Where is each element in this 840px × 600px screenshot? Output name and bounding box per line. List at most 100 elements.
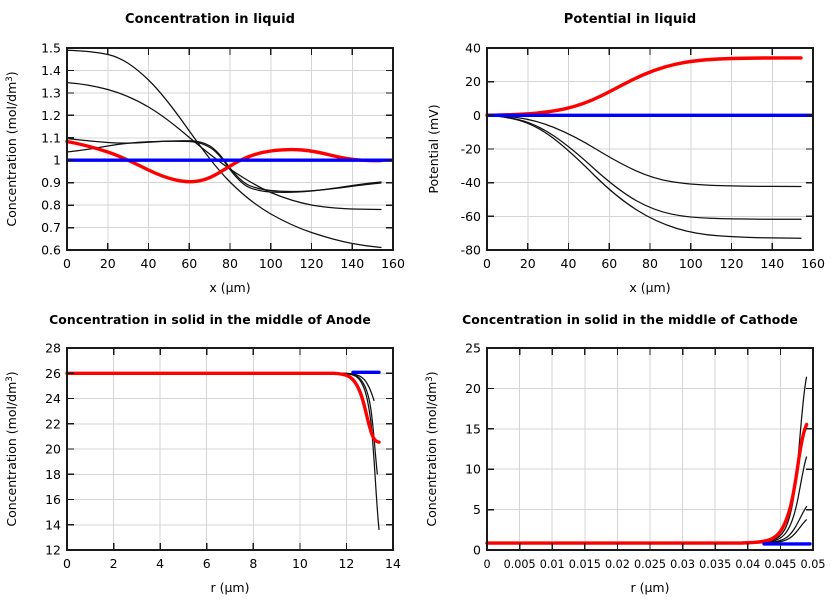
- svg-text:14: 14: [45, 517, 61, 532]
- plot-solid-cathode: 25 20 15 10 5 0 0 0.005 0.01 0.015 0.02 …: [424, 341, 825, 596]
- xaxis-label-solid-cathode: r (μm): [630, 580, 669, 595]
- curve-red-highlight: [485, 56, 803, 117]
- yaxis-label-concentration-liquid: Concentration (mol/dm3): [4, 71, 19, 226]
- curve-black-steep: [66, 49, 382, 249]
- svg-text:1.5: 1.5: [41, 41, 61, 56]
- yticklabels-solid-cathode: 25 20 15 10 5 0: [465, 341, 481, 558]
- svg-text:0.015: 0.015: [569, 558, 601, 571]
- svg-text:0.9: 0.9: [41, 175, 61, 190]
- ticks-solid-cathode: [487, 348, 813, 550]
- svg-text:15: 15: [465, 421, 481, 436]
- svg-text:4: 4: [156, 556, 164, 571]
- gridlines-solid-cathode: [487, 348, 813, 550]
- ticks-solid-anode: [67, 348, 393, 550]
- curve-black-mid: [486, 114, 802, 220]
- svg-text:140: 140: [340, 256, 364, 271]
- panel-solid-cathode: Concentration in solid in the middle of …: [420, 300, 840, 600]
- svg-text:100: 100: [259, 256, 283, 271]
- svg-text:5: 5: [473, 502, 481, 517]
- svg-text:40: 40: [465, 41, 481, 56]
- curve-black-third: [486, 505, 808, 544]
- svg-text:0.035: 0.035: [699, 558, 731, 571]
- svg-text:0: 0: [63, 556, 71, 571]
- curve-black-shallow: [486, 114, 802, 188]
- svg-text:20: 20: [100, 256, 116, 271]
- gridlines-concentration-liquid: [67, 48, 393, 250]
- svg-text:18: 18: [45, 467, 61, 482]
- xticklabels-solid-cathode: 0 0.005 0.01 0.015 0.02 0.025 0.03 0.035…: [483, 558, 825, 571]
- svg-text:0: 0: [473, 108, 481, 123]
- svg-text:0.005: 0.005: [504, 558, 536, 571]
- svg-text:40: 40: [561, 256, 577, 271]
- svg-text:160: 160: [381, 256, 405, 271]
- svg-text:80: 80: [642, 256, 658, 271]
- svg-text:60: 60: [601, 256, 617, 271]
- xaxis-label-solid-anode: r (μm): [210, 580, 249, 595]
- svg-text:0.7: 0.7: [41, 220, 61, 235]
- curve-black-bump-lower: [66, 140, 382, 194]
- svg-text:120: 120: [300, 256, 324, 271]
- svg-text:-80: -80: [461, 243, 481, 258]
- svg-text:140: 140: [760, 256, 784, 271]
- svg-text:10: 10: [292, 556, 308, 571]
- ticks-potential-liquid: [487, 48, 813, 250]
- svg-text:160: 160: [801, 256, 825, 271]
- svg-text:8: 8: [249, 556, 257, 571]
- svg-text:0.025: 0.025: [634, 558, 666, 571]
- curve-black-mid: [66, 81, 382, 211]
- svg-text:20: 20: [520, 256, 536, 271]
- ticks-concentration-liquid: [67, 48, 393, 250]
- svg-text:12: 12: [45, 543, 61, 558]
- yticklabels-concentration-liquid: 1.5 1.4 1.3 1.2 1.1 1 0.9 0.8 0.7 0.6: [41, 41, 61, 258]
- xaxis-label-potential-liquid: x (μm): [629, 280, 670, 295]
- svg-text:26: 26: [45, 366, 61, 381]
- panel-potential-liquid: Potential in liquid: [420, 0, 840, 300]
- svg-text:25: 25: [465, 341, 481, 356]
- panel-solid-anode: Concentration in solid in the middle of …: [0, 300, 420, 600]
- xticklabels-solid-anode: 0 2 4 6 8 10 12 14: [63, 556, 401, 571]
- yticklabels-potential-liquid: 40 20 0 -20 -40 -60 -80: [461, 41, 481, 258]
- svg-text:0.03: 0.03: [670, 558, 695, 571]
- svg-text:0.8: 0.8: [41, 198, 61, 213]
- curve-red-highlight: [65, 139, 383, 184]
- svg-text:12: 12: [338, 556, 354, 571]
- svg-text:60: 60: [181, 256, 197, 271]
- svg-text:1.4: 1.4: [41, 63, 61, 78]
- svg-text:16: 16: [45, 492, 61, 507]
- svg-text:1.1: 1.1: [41, 130, 61, 145]
- svg-text:20: 20: [45, 442, 61, 457]
- svg-text:120: 120: [720, 256, 744, 271]
- svg-text:0.04: 0.04: [735, 558, 760, 571]
- svg-text:0.02: 0.02: [605, 558, 630, 571]
- svg-text:6: 6: [203, 556, 211, 571]
- svg-text:20: 20: [465, 74, 481, 89]
- svg-text:20: 20: [465, 381, 481, 396]
- svg-text:-20: -20: [461, 142, 481, 157]
- yaxis-label-solid-anode: Concentration (mol/dm3): [4, 371, 19, 526]
- svg-text:0: 0: [483, 558, 490, 571]
- svg-text:80: 80: [222, 256, 238, 271]
- panel-title-potential-liquid: Potential in liquid: [563, 12, 697, 27]
- panel-title-solid-anode: Concentration in solid in the middle of …: [49, 312, 371, 327]
- yticklabels-solid-anode: 28 26 24 22 20 18 16 14 12: [45, 341, 61, 558]
- curves-potential-liquid: [485, 56, 814, 239]
- curves-concentration-liquid: [65, 49, 394, 249]
- svg-text:0.05: 0.05: [801, 558, 826, 571]
- svg-text:2: 2: [110, 556, 118, 571]
- curve-red-highlight: [65, 371, 381, 444]
- panel-title-solid-cathode: Concentration in solid in the middle of …: [462, 312, 798, 327]
- svg-text:40: 40: [141, 256, 157, 271]
- svg-text:0: 0: [473, 543, 481, 558]
- svg-text:1.2: 1.2: [41, 108, 61, 123]
- curve-black-fourth: [486, 519, 808, 544]
- xticklabels-concentration-liquid: 0 20 40 60 80 100 120 140 160: [63, 256, 405, 271]
- svg-text:-40: -40: [461, 175, 481, 190]
- xticklabels-potential-liquid: 0 20 40 60 80 100 120 140 160: [483, 256, 825, 271]
- svg-text:0.045: 0.045: [764, 558, 796, 571]
- plot-potential-liquid: 40 20 0 -20 -40 -60 -80 0 20 40 60 80 10…: [426, 41, 825, 296]
- panel-concentration-liquid: Concentration in liquid: [0, 0, 420, 300]
- plot-solid-anode: 28 26 24 22 20 18 16 14 12 0 2 4 6 8 10 …: [4, 341, 401, 596]
- panel-title-concentration-liquid: Concentration in liquid: [124, 12, 296, 27]
- svg-text:0: 0: [63, 256, 71, 271]
